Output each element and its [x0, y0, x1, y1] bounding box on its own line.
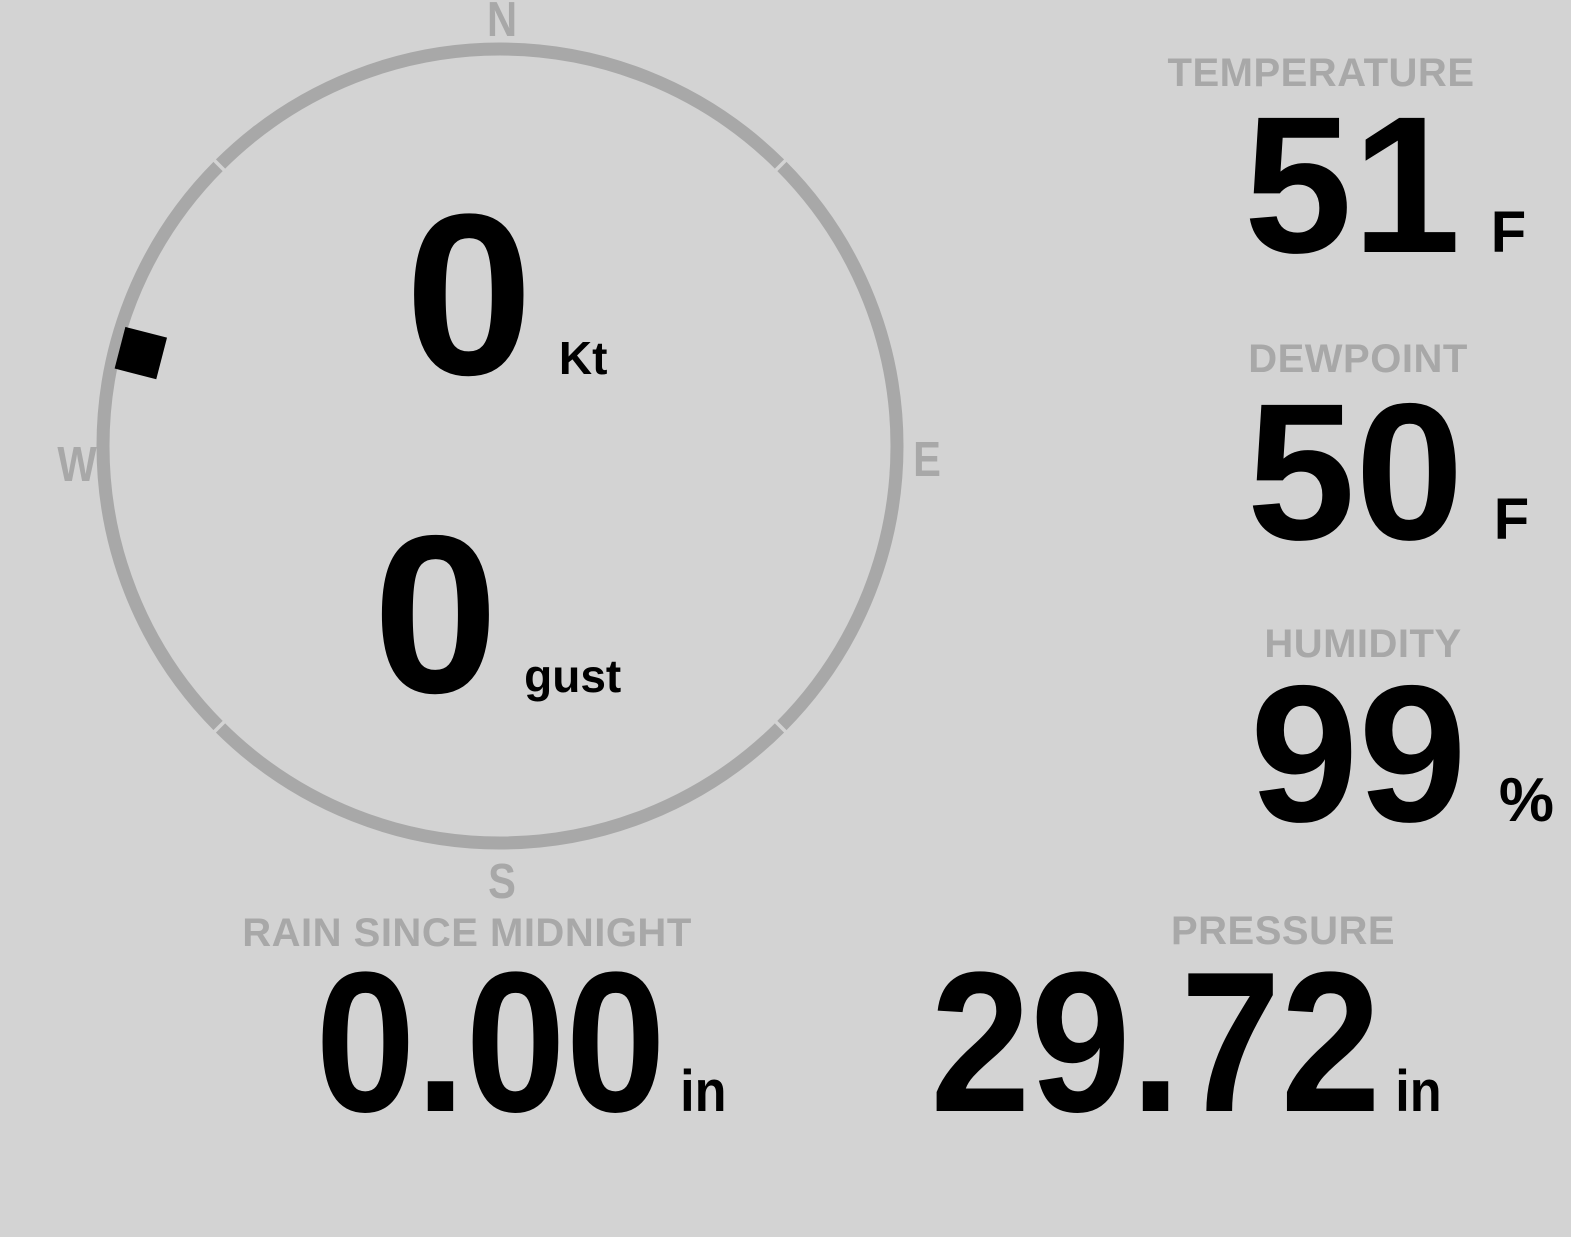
temperature-label: TEMPERATURE	[1167, 51, 1475, 95]
compass-label-north: N	[486, 0, 518, 47]
compass-label-south: S	[488, 855, 516, 909]
dewpoint-unit: F	[1493, 487, 1530, 552]
temperature-unit: F	[1490, 200, 1527, 265]
humidity-value: 99	[1249, 645, 1467, 863]
wind-speed-row: 0 Kt	[405, 180, 607, 410]
temperature-value-row: 51 F	[1244, 88, 1526, 283]
pressure-label: PRESSURE	[1170, 909, 1396, 953]
pressure-value: 29.72	[930, 931, 1381, 1154]
humidity-label: HUMIDITY	[1264, 622, 1462, 666]
dewpoint-value-row: 50 F	[1247, 375, 1529, 570]
compass-label-east: E	[913, 433, 941, 487]
wind-speed-unit: Kt	[558, 332, 608, 384]
wind-gust-unit: gust	[524, 650, 622, 702]
pressure-value-row: 29.72 in	[930, 943, 1441, 1143]
compass-tick-notches	[211, 157, 789, 735]
rain-value-row: 0.00 in	[315, 943, 726, 1143]
rain-value: 0.00	[315, 931, 666, 1154]
wind-speed-value: 0	[405, 166, 533, 423]
compass-label-west: W	[57, 438, 97, 492]
compass-circle	[96, 42, 904, 850]
humidity-value-row: 99 %	[1250, 657, 1554, 852]
pressure-unit: in	[1395, 1059, 1442, 1124]
temperature-value: 51	[1243, 76, 1461, 294]
rain-label: RAIN SINCE MIDNIGHT	[242, 911, 692, 955]
wind-direction-marker	[114, 326, 168, 380]
rain-unit: in	[680, 1059, 727, 1124]
humidity-unit: %	[1498, 766, 1555, 835]
dewpoint-value: 50	[1246, 363, 1464, 581]
wind-gust-value: 0	[373, 488, 499, 740]
wind-compass	[96, 42, 904, 850]
wind-gust-row: 0 gust	[373, 502, 621, 727]
dewpoint-label: DEWPOINT	[1248, 337, 1468, 381]
compass-dial-svg	[96, 42, 904, 850]
